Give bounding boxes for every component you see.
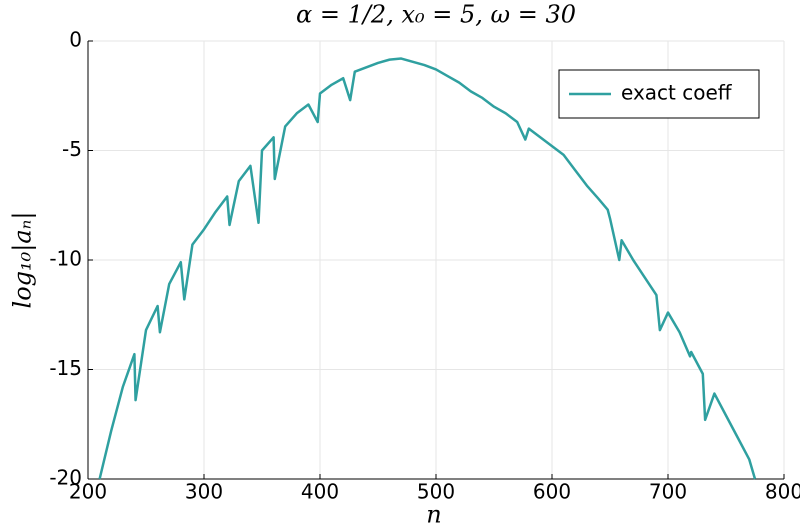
x-tick-label: 700 xyxy=(649,480,687,504)
y-axis-label: log₁₀|aₙ| xyxy=(9,212,38,309)
x-tick-label: 300 xyxy=(185,480,223,504)
y-tick-label: -5 xyxy=(62,137,82,161)
y-tick-label: -10 xyxy=(49,247,82,271)
y-tick-label: -20 xyxy=(49,466,82,490)
legend-label: exact coeff xyxy=(621,81,733,105)
chart-title: α = 1/2, x₀ = 5, ω = 30 xyxy=(296,1,576,29)
y-tick-label: 0 xyxy=(69,28,82,52)
x-tick-label: 400 xyxy=(301,480,339,504)
x-tick-label: 600 xyxy=(533,480,571,504)
x-tick-label: 500 xyxy=(417,480,455,504)
y-tick-label: -15 xyxy=(49,356,82,380)
line xyxy=(98,57,757,480)
x-tick-label: 200 xyxy=(69,480,107,504)
x-axis-label: n xyxy=(426,501,441,529)
x-tick-label: 800 xyxy=(765,480,800,504)
